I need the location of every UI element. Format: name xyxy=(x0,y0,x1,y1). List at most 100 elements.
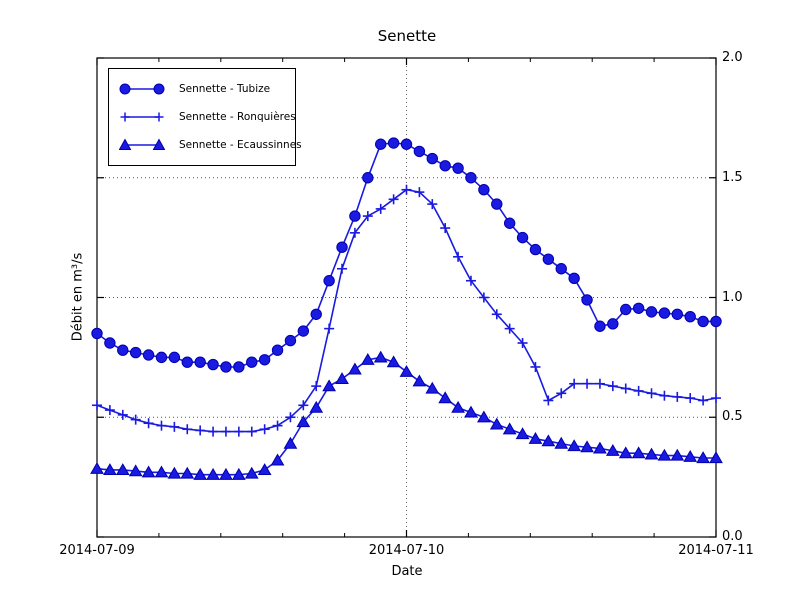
x-axis-label: Date xyxy=(391,564,423,579)
triangle-marker xyxy=(657,448,672,461)
triangle-marker xyxy=(618,446,633,459)
chart-title: Senette xyxy=(377,27,437,45)
circle-marker xyxy=(194,356,206,368)
circle-marker xyxy=(620,303,632,316)
triangle-marker xyxy=(193,467,208,480)
triangle-marker xyxy=(219,467,233,480)
triangle-marker xyxy=(154,465,169,478)
triangle-marker xyxy=(631,446,646,459)
triangle-marker xyxy=(644,447,659,460)
triangle-marker xyxy=(399,364,414,377)
circle-marker xyxy=(671,308,684,320)
circle-marker xyxy=(129,346,142,359)
circle-marker xyxy=(117,344,129,356)
circle-marker xyxy=(452,162,464,174)
circle-marker xyxy=(413,145,426,158)
legend-label: Sennette - Ronquières xyxy=(179,111,296,123)
triangle-marker xyxy=(580,440,594,453)
circle-marker xyxy=(375,138,387,150)
triangle-legend-swatch xyxy=(119,138,165,150)
legend-label: Sennette - Ecaussinnes xyxy=(179,139,302,151)
triangle-marker xyxy=(322,379,336,392)
triangle-marker xyxy=(451,400,465,413)
triangle-marker xyxy=(309,400,324,413)
legend-item: Sennette - Ecaussinnes xyxy=(119,131,302,159)
circle-marker xyxy=(142,349,155,361)
circle-marker xyxy=(439,160,451,172)
circle-marker xyxy=(104,337,116,349)
triangle-marker xyxy=(425,381,440,394)
triangle-marker xyxy=(477,410,491,423)
triangle-marker xyxy=(528,432,543,444)
circle-marker xyxy=(207,358,219,371)
triangle-marker xyxy=(231,467,246,480)
triangle-marker xyxy=(257,463,272,476)
circle-marker xyxy=(91,327,103,340)
circle-legend-swatch xyxy=(119,83,165,95)
circle-marker xyxy=(581,294,593,306)
triangle-marker xyxy=(167,466,182,479)
circle-marker xyxy=(555,263,567,275)
circle-marker xyxy=(491,198,503,210)
triangle-marker xyxy=(567,439,582,452)
circle-marker xyxy=(362,172,374,184)
y-axis-label: Débit en m³/s xyxy=(70,252,86,342)
circle-marker xyxy=(233,361,245,373)
triangle-marker xyxy=(244,466,259,479)
triangle-marker xyxy=(670,448,685,461)
triangle-marker xyxy=(438,391,453,404)
circle-marker xyxy=(697,315,709,328)
x-tick-label: 2014-07-09 xyxy=(59,543,135,558)
triangle-marker xyxy=(283,436,298,449)
circle-marker xyxy=(426,152,438,165)
triangle-marker xyxy=(683,449,698,462)
triangle-marker xyxy=(502,422,517,435)
circle-marker xyxy=(607,318,619,330)
triangle-marker xyxy=(270,453,285,466)
circle-marker xyxy=(220,361,232,373)
circle-marker xyxy=(542,253,555,265)
circle-marker xyxy=(387,137,400,149)
x-tick-label: 2014-07-11 xyxy=(678,543,754,558)
triangle-marker xyxy=(115,463,130,476)
y-tick-label: 2.0 xyxy=(722,50,743,65)
triangle-marker xyxy=(335,372,349,385)
triangle-marker xyxy=(296,415,311,428)
circle-marker xyxy=(503,217,516,229)
circle-marker xyxy=(529,243,542,256)
y-tick-label: 0.5 xyxy=(722,409,743,425)
circle-marker xyxy=(258,354,271,366)
triangle-marker xyxy=(412,374,427,387)
triangle-marker xyxy=(696,451,710,464)
y-tick-label: 0.0 xyxy=(722,529,743,544)
circle-marker xyxy=(246,356,258,368)
circle-marker xyxy=(465,172,477,184)
triangle-marker xyxy=(103,463,117,476)
circle-marker xyxy=(297,325,310,337)
triangle-marker xyxy=(489,417,504,430)
triangle-marker xyxy=(593,441,607,454)
y-tick-label: 1.5 xyxy=(722,169,743,185)
triangle-marker xyxy=(709,451,723,464)
circle-marker xyxy=(594,320,606,332)
circle-marker xyxy=(632,302,645,314)
circle-marker xyxy=(336,241,348,253)
circle-marker xyxy=(168,351,181,364)
triangle-marker xyxy=(605,443,620,456)
circle-marker xyxy=(284,334,297,347)
triangle-marker xyxy=(541,434,556,447)
triangle-marker xyxy=(180,466,195,479)
circle-marker xyxy=(323,275,335,287)
circle-marker xyxy=(710,315,722,328)
x-tick-label: 2014-07-10 xyxy=(368,543,445,558)
legend: Sennette - Tubize Sennette - Ronquières Se… xyxy=(108,68,302,166)
circle-marker xyxy=(568,272,580,285)
circle-marker xyxy=(271,344,284,356)
triangle-marker xyxy=(141,465,156,478)
triangle-marker xyxy=(206,467,220,480)
circle-marker xyxy=(658,307,671,319)
triangle-marker xyxy=(348,362,362,375)
legend-label: Sennette - Tubize xyxy=(179,83,271,95)
circle-marker xyxy=(645,306,658,318)
